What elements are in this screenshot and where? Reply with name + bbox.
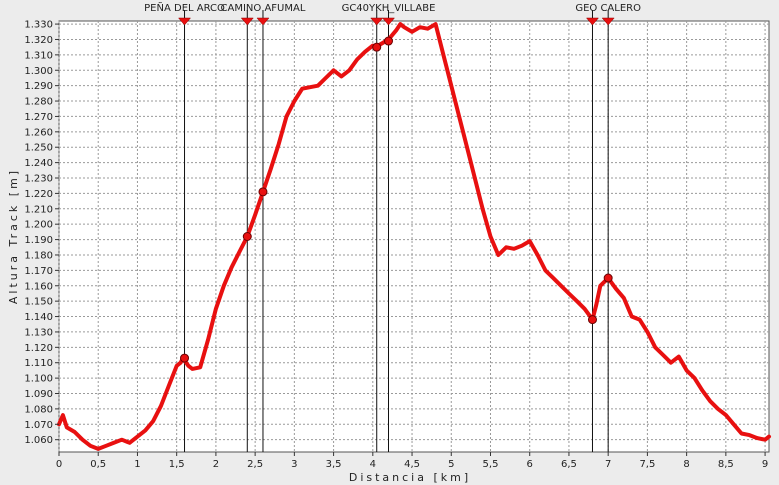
y-tick-label: 1.220	[24, 189, 53, 200]
waypoint-point	[372, 42, 382, 52]
x-tick-label: 9	[762, 459, 768, 470]
waypoint-flag	[585, 17, 600, 26]
x-tick-label: 3,5	[326, 459, 342, 470]
waypoint-label: GC40YKH_VILLABE	[342, 3, 436, 14]
x-tick-label: 7	[605, 459, 611, 470]
y-tick-label: 1.110	[24, 358, 53, 369]
x-tick-label: 5,5	[483, 459, 499, 470]
y-tick-label: 1.180	[24, 250, 53, 261]
plot-area	[58, 20, 770, 453]
y-tick-label: 1.260	[24, 127, 53, 138]
x-axis: 0 0,5 1 1,5 2 2,5 3 3,5 4 4,5 5 5,5 6 6,5 7 7,5 8 8,5 9	[56, 452, 768, 470]
y-axis: 1.060 1.070 1.080 1.090 1.100 1.110 1.120 1.130…	[24, 20, 59, 446]
y-tick-label: 1.130	[24, 327, 53, 338]
y-tick-label: 1.140	[24, 312, 53, 323]
waypoint-flag	[177, 17, 192, 26]
x-tick-label: 1	[134, 459, 140, 470]
y-tick-label: 1.330	[24, 20, 53, 31]
x-tick-label: 0,5	[90, 459, 106, 470]
waypoint-point	[180, 353, 190, 363]
y-tick-label: 1.290	[24, 81, 53, 92]
y-tick-label: 1.200	[24, 220, 53, 231]
waypoint-point	[242, 232, 252, 241]
y-tick-label: 1.310	[24, 50, 53, 61]
waypoint-flag	[256, 17, 270, 26]
x-tick-label: 3	[291, 459, 297, 470]
x-tick-label: 2,5	[247, 459, 263, 470]
y-tick-label: 1.100	[24, 374, 53, 385]
waypoint-label: GEO CALERO	[575, 3, 641, 14]
y-tick-label: 1.230	[24, 174, 53, 185]
y-axis-label: Altura Track [m]	[7, 168, 20, 304]
x-tick-label: 4	[370, 459, 376, 470]
waypoint-label: CAMINO AFUMAL	[221, 3, 306, 14]
y-tick-label: 1.150	[24, 297, 53, 308]
y-tick-label: 1.300	[24, 66, 53, 77]
y-tick-label: 1.210	[24, 204, 53, 215]
waypoint-point	[258, 187, 268, 197]
y-tick-label: 1.280	[24, 97, 53, 108]
waypoint-point	[587, 315, 597, 325]
waypoint-flag	[601, 17, 615, 26]
y-tick-label: 1.170	[24, 266, 53, 277]
waypoint-flag	[370, 17, 384, 26]
x-tick-label: 1,5	[169, 459, 185, 470]
waypoint-point	[603, 273, 613, 283]
y-tick-label: 1.120	[24, 343, 53, 354]
x-tick-label: 0	[56, 459, 62, 470]
x-tick-label: 7,5	[639, 459, 655, 470]
waypoint-label: PEÑA DEL ARCO	[144, 1, 225, 14]
x-axis-label: Distancia [km]	[349, 471, 471, 484]
y-tick-label: 1.320	[24, 35, 53, 46]
x-tick-label: 6,5	[561, 459, 577, 470]
x-tick-label: 8,5	[718, 459, 734, 470]
x-tick-label: 6	[527, 459, 533, 470]
waypoint-point	[384, 36, 394, 46]
y-tick-label: 1.090	[24, 389, 53, 400]
x-tick-label: 8	[683, 459, 689, 470]
waypoint-flag	[240, 17, 254, 26]
y-tick-label: 1.160	[24, 281, 53, 292]
y-tick-label: 1.190	[24, 235, 53, 246]
y-tick-label: 1.080	[24, 404, 53, 415]
y-tick-label: 1.250	[24, 143, 53, 154]
x-tick-label: 2	[213, 459, 219, 470]
y-tick-label: 1.270	[24, 112, 53, 123]
x-tick-label: 5	[448, 459, 454, 470]
x-tick-label: 4,5	[404, 459, 420, 470]
waypoint-flag	[381, 17, 396, 26]
y-tick-label: 1.060	[24, 435, 53, 446]
y-tick-label: 1.240	[24, 158, 53, 169]
y-tick-label: 1.070	[24, 420, 53, 431]
series-line-elevation	[57, 22, 771, 451]
